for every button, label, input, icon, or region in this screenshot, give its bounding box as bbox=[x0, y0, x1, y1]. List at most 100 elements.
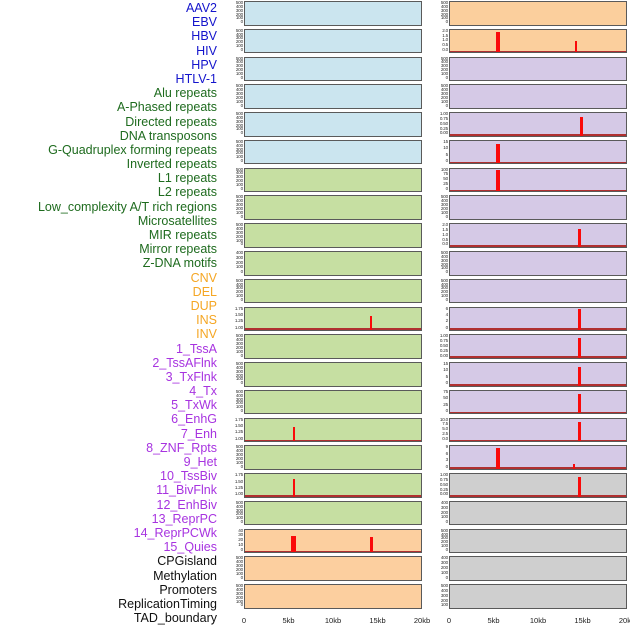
track-plot-area[interactable] bbox=[244, 84, 422, 109]
y-tick-label: 100 bbox=[440, 514, 448, 520]
y-tick-label: 100 bbox=[235, 237, 243, 243]
track-plot-area[interactable] bbox=[244, 445, 422, 470]
track-plot-area[interactable] bbox=[449, 445, 627, 470]
track-label: L2 repeats bbox=[157, 185, 217, 200]
track-plot-area[interactable] bbox=[244, 1, 422, 26]
track-plot-area[interactable] bbox=[449, 389, 627, 415]
track-plot-area[interactable] bbox=[449, 84, 627, 109]
plot-track: 500 400 300 200 100 0 bbox=[226, 334, 422, 359]
track-plot-area[interactable] bbox=[244, 278, 422, 304]
y-tick-label: 0 bbox=[445, 269, 449, 275]
track-plot-area[interactable] bbox=[449, 195, 627, 220]
y-tick-label: 1.50 bbox=[234, 311, 243, 317]
right-panel: 500 400 300 200 100 0 2.0 1.5 1.0 0.5 0.0 500 400 300… bbox=[431, 0, 630, 630]
track-label: 6_EnhG bbox=[171, 412, 217, 427]
y-tick-label: 400 bbox=[235, 142, 243, 148]
track-plot-area[interactable] bbox=[449, 112, 627, 137]
y-axis-ticks: 1.75 1.50 1.25 1.00 bbox=[226, 473, 244, 498]
track-plot-area[interactable] bbox=[244, 556, 422, 582]
y-tick-label: 0 bbox=[240, 130, 244, 136]
track-plot-area[interactable] bbox=[449, 417, 627, 443]
track-plot-area[interactable] bbox=[244, 56, 422, 82]
y-axis-ticks: 500 400 300 200 100 0 bbox=[226, 389, 244, 415]
track-plot-area[interactable] bbox=[449, 278, 627, 304]
track-plot-area[interactable] bbox=[244, 167, 422, 193]
y-tick-label: 200 bbox=[235, 594, 243, 600]
y-tick-label: 300 bbox=[440, 63, 448, 69]
track-plot-area[interactable] bbox=[244, 417, 422, 443]
y-tick-label: 0 bbox=[445, 519, 449, 525]
plot-track: 500 400 300 200 100 0 bbox=[226, 167, 422, 193]
y-tick-label: 100 bbox=[235, 154, 243, 160]
plot-track: 500 400 300 200 100 0 bbox=[226, 139, 422, 165]
x-axis: 0 5kb 10kb 15kb 20kb bbox=[242, 612, 430, 630]
track-baseline bbox=[450, 495, 626, 497]
data-spike bbox=[578, 393, 581, 414]
plot-track: 500 400 300 200 100 0 bbox=[226, 500, 422, 526]
y-tick-label: 200 bbox=[235, 567, 243, 573]
track-plot-area[interactable] bbox=[449, 250, 627, 276]
track-plot-area[interactable] bbox=[244, 334, 422, 359]
track-plot-area[interactable] bbox=[244, 389, 422, 415]
data-spike bbox=[578, 338, 581, 358]
y-axis-ticks: 500 400 300 200 100 0 bbox=[226, 167, 244, 193]
track-plot-area[interactable] bbox=[449, 362, 627, 387]
y-tick-label: 1.75 bbox=[234, 472, 243, 478]
y-tick-label: 300 bbox=[440, 504, 448, 510]
track-plot-area[interactable] bbox=[449, 167, 627, 193]
track-plot-area[interactable] bbox=[449, 556, 627, 582]
track-plot-area[interactable] bbox=[244, 306, 422, 332]
track-plot-area[interactable] bbox=[244, 223, 422, 248]
track-plot-area[interactable] bbox=[449, 139, 627, 165]
plot-track: 1.00 0.75 0.50 0.25 0.00 bbox=[431, 111, 627, 137]
plot-track: 500 400 300 200 100 0 bbox=[431, 528, 627, 554]
track-plot-area[interactable] bbox=[449, 223, 627, 248]
track-plot-area[interactable] bbox=[244, 473, 422, 498]
y-tick-label: 300 bbox=[440, 257, 448, 263]
track-plot-area[interactable] bbox=[449, 56, 627, 82]
y-tick-label: 1.0 bbox=[442, 231, 448, 237]
track-plot-area[interactable] bbox=[449, 1, 627, 26]
track-plot-area[interactable] bbox=[449, 306, 627, 332]
x-axis: 0 5kb 10kb 15kb 20kb bbox=[447, 612, 630, 630]
track-label: G-Quadruplex forming repeats bbox=[48, 142, 217, 157]
track-plot-area[interactable] bbox=[449, 528, 627, 554]
track-plot-area[interactable] bbox=[449, 473, 627, 498]
track-label: INV bbox=[196, 327, 217, 342]
track-label: INS bbox=[196, 313, 217, 328]
track-plot-area[interactable] bbox=[244, 28, 422, 54]
track-plot-area[interactable] bbox=[244, 500, 422, 526]
y-tick-label: 5 bbox=[445, 151, 449, 157]
y-tick-label: 400 bbox=[235, 198, 243, 204]
track-plot-area[interactable] bbox=[244, 250, 422, 276]
track-plot-area[interactable] bbox=[449, 584, 627, 609]
y-axis-ticks: 1.00 0.75 0.50 0.25 0.00 bbox=[431, 473, 449, 498]
track-plot-area[interactable] bbox=[244, 139, 422, 165]
track-plot-area[interactable] bbox=[244, 112, 422, 137]
y-tick-label: 500 bbox=[235, 55, 243, 61]
plot-track: 400 300 200 100 0 bbox=[431, 556, 627, 582]
y-tick-label: 300 bbox=[235, 254, 243, 260]
track-plot-area[interactable] bbox=[244, 528, 422, 554]
y-tick-label: 400 bbox=[440, 531, 448, 537]
y-tick-label: 0 bbox=[240, 213, 244, 219]
track-plot-area[interactable] bbox=[244, 584, 422, 609]
y-tick-label: 400 bbox=[440, 588, 448, 594]
y-tick-label: 100 bbox=[235, 293, 243, 299]
y-tick-label: 100 bbox=[235, 376, 243, 382]
y-tick-label: 300 bbox=[235, 35, 243, 41]
track-plot-area[interactable] bbox=[449, 334, 627, 359]
track-label: HBV bbox=[191, 29, 217, 44]
y-tick-label: 500 bbox=[235, 583, 243, 589]
y-tick-label: 300 bbox=[235, 368, 243, 374]
y-axis-ticks: 2.0 1.5 1.0 0.5 0.0 bbox=[431, 28, 449, 54]
y-tick-label: 100 bbox=[235, 404, 243, 410]
y-axis-ticks: 500 400 300 200 100 0 bbox=[226, 111, 244, 137]
y-tick-label: 200 bbox=[235, 400, 243, 406]
track-plot-area[interactable] bbox=[244, 362, 422, 387]
y-tick-label: 500 bbox=[440, 0, 448, 5]
track-plot-area[interactable] bbox=[449, 500, 627, 526]
track-label: DUP bbox=[190, 298, 217, 313]
track-plot-area[interactable] bbox=[244, 195, 422, 220]
track-plot-area[interactable] bbox=[449, 28, 627, 54]
